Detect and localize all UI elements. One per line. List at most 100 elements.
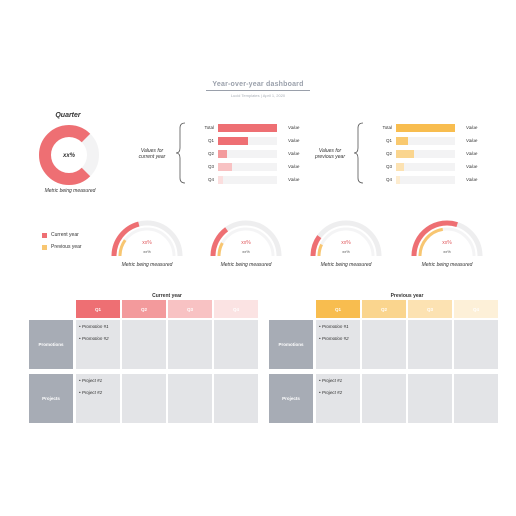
bar-track bbox=[218, 150, 277, 158]
table-cell bbox=[76, 320, 120, 369]
gauge-caption: Metric being measured bbox=[421, 262, 473, 268]
table-cell bbox=[362, 374, 406, 423]
bar-value-label: Value bbox=[466, 125, 478, 130]
legend-swatch-previous bbox=[42, 244, 47, 250]
side-label-line: current year bbox=[138, 154, 166, 160]
legend-item-current: Current year bbox=[42, 231, 82, 239]
bar-row-label: Q2 bbox=[385, 151, 392, 156]
table-cell bbox=[454, 320, 498, 369]
gauge-chart: xx% xx% bbox=[411, 220, 483, 257]
gauge-outer-arc bbox=[210, 227, 229, 257]
table-column-header: Q1 bbox=[316, 300, 360, 318]
gauge-inner-arc bbox=[217, 242, 224, 257]
table-cell bbox=[122, 374, 166, 423]
bar-row-label: Q1 bbox=[207, 138, 214, 143]
bar-row-label: Q3 bbox=[385, 164, 392, 169]
table-column-header: Q3 bbox=[168, 300, 212, 318]
gauge-inner-arc bbox=[118, 239, 127, 257]
bar-value-label: Value bbox=[466, 177, 478, 182]
table-cell bbox=[408, 374, 452, 423]
bar-value-label: Value bbox=[288, 177, 300, 182]
gauge-chart: xx% xx% bbox=[210, 220, 282, 257]
cell-list-item: • Project #1 bbox=[79, 378, 103, 383]
bar-row-label: Q2 bbox=[207, 151, 214, 156]
bar-fill bbox=[218, 176, 224, 184]
bar-fill bbox=[396, 150, 414, 158]
bar-track bbox=[396, 176, 455, 184]
table-column-header: Q2 bbox=[122, 300, 166, 318]
gauge-chart: xx% xx% bbox=[111, 220, 183, 257]
gauge-percent: xx% bbox=[341, 240, 351, 246]
legend-item-previous: Previous year bbox=[42, 243, 82, 251]
table-title: Previous year bbox=[390, 293, 424, 299]
bar-value-label: Value bbox=[466, 151, 478, 156]
table-cell bbox=[122, 320, 166, 369]
bar-track bbox=[218, 163, 277, 171]
table-cell bbox=[316, 374, 360, 423]
gauge-outer-arc bbox=[310, 235, 322, 257]
gauge-caption: Metric being measured bbox=[121, 262, 173, 268]
bar-track bbox=[396, 137, 455, 145]
gauge-inner-arc bbox=[418, 227, 444, 257]
table-cell bbox=[168, 374, 212, 423]
curly-brace-icon bbox=[354, 122, 364, 184]
table-cell bbox=[316, 320, 360, 369]
side-label-line: previous year bbox=[314, 154, 345, 160]
bar-value-label: Value bbox=[288, 125, 300, 130]
bar-fill bbox=[218, 137, 248, 145]
table-column-header: Q1 bbox=[76, 300, 120, 318]
bar-row-label: Q4 bbox=[385, 177, 392, 182]
table-cell bbox=[408, 320, 452, 369]
bar-fill bbox=[218, 150, 227, 158]
gauge-caption: Metric being measured bbox=[220, 262, 272, 268]
bar-value-label: Value bbox=[466, 164, 478, 169]
bar-fill bbox=[396, 176, 401, 184]
legend: Current year Previous year bbox=[42, 231, 82, 251]
row-header-label: Promotions bbox=[38, 342, 64, 347]
donut-center-label: xx% bbox=[62, 153, 76, 159]
cell-list-item: • Project #2 bbox=[319, 390, 343, 395]
quarter-donut-chart: xx% bbox=[39, 125, 99, 185]
bar-track bbox=[396, 163, 455, 171]
table-column-header: Q2 bbox=[362, 300, 406, 318]
table-cell bbox=[168, 320, 212, 369]
table-row-header: Projects bbox=[29, 374, 73, 423]
row-header-label: Projects bbox=[42, 396, 60, 401]
table-title: Current year bbox=[152, 293, 182, 299]
table-column-header: Q4 bbox=[454, 300, 498, 318]
bar-row-label: Q4 bbox=[207, 177, 214, 182]
gauge-outer-arc bbox=[411, 220, 458, 257]
table-column-header: Q4 bbox=[214, 300, 258, 318]
table-cell bbox=[454, 374, 498, 423]
page-title: Year-over-year dashboard bbox=[212, 81, 304, 88]
curly-brace-icon bbox=[176, 122, 186, 184]
bar-value-label: Value bbox=[466, 138, 478, 143]
row-header-label: Projects bbox=[282, 396, 300, 401]
gauge-sub-value: xx% bbox=[143, 249, 151, 254]
bar-track bbox=[218, 176, 277, 184]
gauge-percent: xx% bbox=[142, 240, 152, 246]
gauge-percent: xx% bbox=[241, 240, 251, 246]
gauge-inner-arc bbox=[317, 243, 323, 257]
table-cell bbox=[76, 374, 120, 423]
table-cell bbox=[214, 374, 258, 423]
donut-arc bbox=[39, 125, 91, 185]
quarter-title: Quarter bbox=[55, 112, 81, 119]
cell-list-item: • Promotion #1 bbox=[319, 324, 349, 329]
bar-track bbox=[396, 150, 455, 158]
bar-row-label: Total bbox=[204, 125, 214, 130]
gauge-sub-value: xx% bbox=[342, 249, 350, 254]
cell-list-item: • Promotion #2 bbox=[79, 336, 109, 341]
gauge-percent: xx% bbox=[442, 240, 452, 246]
legend-label-current: Current year bbox=[51, 232, 79, 238]
legend-swatch-current bbox=[42, 232, 47, 238]
gauge-caption: Metric being measured bbox=[320, 262, 372, 268]
bar-fill bbox=[396, 137, 408, 145]
page-subtitle: Lucid Templates | April 1, 2020 bbox=[230, 93, 286, 98]
bar-fill bbox=[396, 124, 455, 132]
bar-panel-side-label: Values for current year bbox=[132, 148, 172, 160]
cell-list-item: • Promotion #1 bbox=[79, 324, 109, 329]
bar-fill bbox=[396, 163, 404, 171]
bar-value-label: Value bbox=[288, 164, 300, 169]
bar-panel-side-label: Values for previous year bbox=[310, 148, 350, 160]
